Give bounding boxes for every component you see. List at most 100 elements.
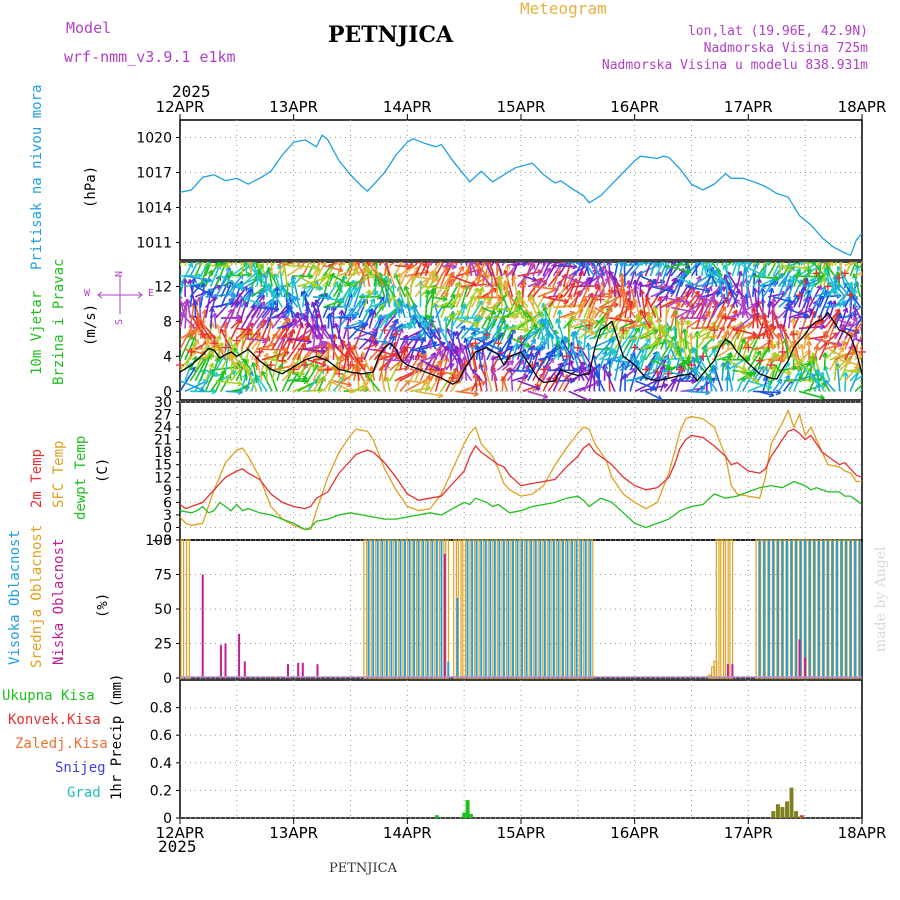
wind-arrow-head — [563, 284, 569, 291]
wind-arrow-head — [685, 356, 692, 362]
low-cloud-bar — [297, 662, 300, 678]
wind-arrow — [552, 262, 564, 277]
high-cloud-bar — [408, 540, 411, 678]
high-cloud-bar — [466, 540, 469, 678]
wind-arrow — [271, 289, 283, 308]
wind-arrow — [757, 340, 773, 361]
wind-arrow — [429, 360, 442, 382]
wind-arrow-head — [519, 353, 526, 360]
wind-arrow — [404, 376, 432, 393]
wind-arrow — [676, 345, 688, 371]
footer-station: PETNJICA — [329, 861, 397, 876]
wind-arrow-head — [623, 304, 630, 311]
compass-west: W — [84, 288, 91, 299]
wind-arrow-head — [652, 305, 659, 311]
wind-arrow — [598, 305, 613, 329]
wind-arrow-head — [708, 262, 710, 263]
wind-arrow-head — [841, 301, 848, 308]
wind-arrow-head — [608, 272, 614, 279]
wind-arrow-head — [742, 262, 749, 265]
wind-arrow — [180, 262, 183, 266]
wind-arrow-head — [294, 295, 301, 302]
wind-arrow — [435, 303, 445, 319]
wind-arrow — [363, 338, 379, 344]
wind-arrow — [670, 364, 683, 392]
wind-arrow — [631, 288, 636, 308]
wind-arrow — [567, 342, 573, 371]
wind-arrow-head — [596, 262, 603, 267]
wind-arrow — [486, 305, 497, 329]
wind-arrow-head — [243, 358, 250, 365]
high-cloud-bar — [799, 540, 802, 678]
wind-arrow — [670, 306, 697, 314]
wind-arrow-head — [220, 249, 225, 254]
wind-arrow-head — [287, 298, 293, 305]
wind-arrow — [367, 262, 386, 287]
wind-arrow-head — [679, 268, 685, 274]
wind-arrow — [619, 326, 637, 350]
wind-arrow-head — [607, 349, 614, 356]
wind-arrow-head — [759, 252, 764, 257]
wind-arrow — [793, 275, 822, 278]
wind-arrow-head — [285, 254, 289, 259]
wind-arrow — [556, 340, 560, 360]
wind-arrow-head — [272, 332, 278, 339]
temp-ytick-label: 24 — [154, 420, 172, 436]
wind-arrow-head — [785, 304, 791, 311]
wind-arrow-head — [776, 378, 783, 385]
wind-arrow-head — [715, 267, 722, 273]
low-cloud-bar — [316, 664, 319, 678]
wind-arrow — [409, 314, 415, 329]
wind-arrow — [660, 262, 668, 277]
wind-arrow-head — [183, 251, 187, 256]
wind-arrow — [852, 304, 862, 319]
wind-arrow-head — [864, 336, 868, 341]
wind-arrow — [706, 298, 714, 319]
wind-arrow — [196, 328, 217, 350]
wind-arrow — [532, 279, 548, 298]
wind-arrow — [409, 275, 414, 297]
wind-arrow-head — [339, 262, 345, 266]
wind-arrow-head — [215, 343, 222, 349]
wind-arrow-head — [248, 286, 254, 292]
wind-arrow — [419, 262, 428, 277]
wind-arrow-head — [362, 262, 369, 265]
wind-gust-point — [414, 352, 423, 361]
wind-arrow-head — [445, 262, 451, 268]
wind-arrow — [337, 310, 343, 339]
wind-arrow-head — [652, 379, 659, 385]
wind-arrow-head — [407, 323, 413, 330]
wind-arrow — [496, 311, 527, 319]
wind-arrow — [230, 286, 248, 308]
wind-arrow — [598, 324, 609, 340]
wind-arrow-head — [617, 294, 624, 300]
wind-arrow-head — [570, 331, 577, 337]
wind-arrow-head — [775, 389, 781, 396]
wind-arrow — [315, 299, 324, 329]
wind-arrow-head — [698, 375, 705, 382]
wind-arrow — [594, 289, 624, 298]
wind-arrow — [665, 366, 672, 382]
wind-arrow-head — [443, 292, 449, 298]
wind-arrow-head — [340, 341, 347, 347]
wind-arrow — [424, 367, 437, 392]
wind-arrow — [782, 304, 791, 319]
wind-arrow-head — [533, 361, 539, 367]
wind-arrow-head — [585, 342, 592, 348]
wind-arrow — [455, 315, 470, 329]
wind-arrow — [751, 308, 764, 329]
wind-arrow — [767, 365, 776, 382]
wind-arrow-head — [237, 280, 244, 287]
wind-arrow — [724, 274, 734, 298]
wind-arrow — [686, 285, 710, 292]
wind-arrow — [414, 262, 423, 277]
wind-arrow-head — [647, 318, 654, 324]
wind-arrow — [654, 365, 665, 392]
wind-arrow-head — [283, 346, 289, 354]
wind-arrow — [818, 340, 829, 361]
wind-arrow — [368, 276, 383, 298]
wind-arrow — [455, 285, 467, 308]
wind-arrow-head — [524, 353, 530, 360]
wind-arrow-head — [620, 361, 627, 368]
wind-arrow — [653, 305, 662, 329]
